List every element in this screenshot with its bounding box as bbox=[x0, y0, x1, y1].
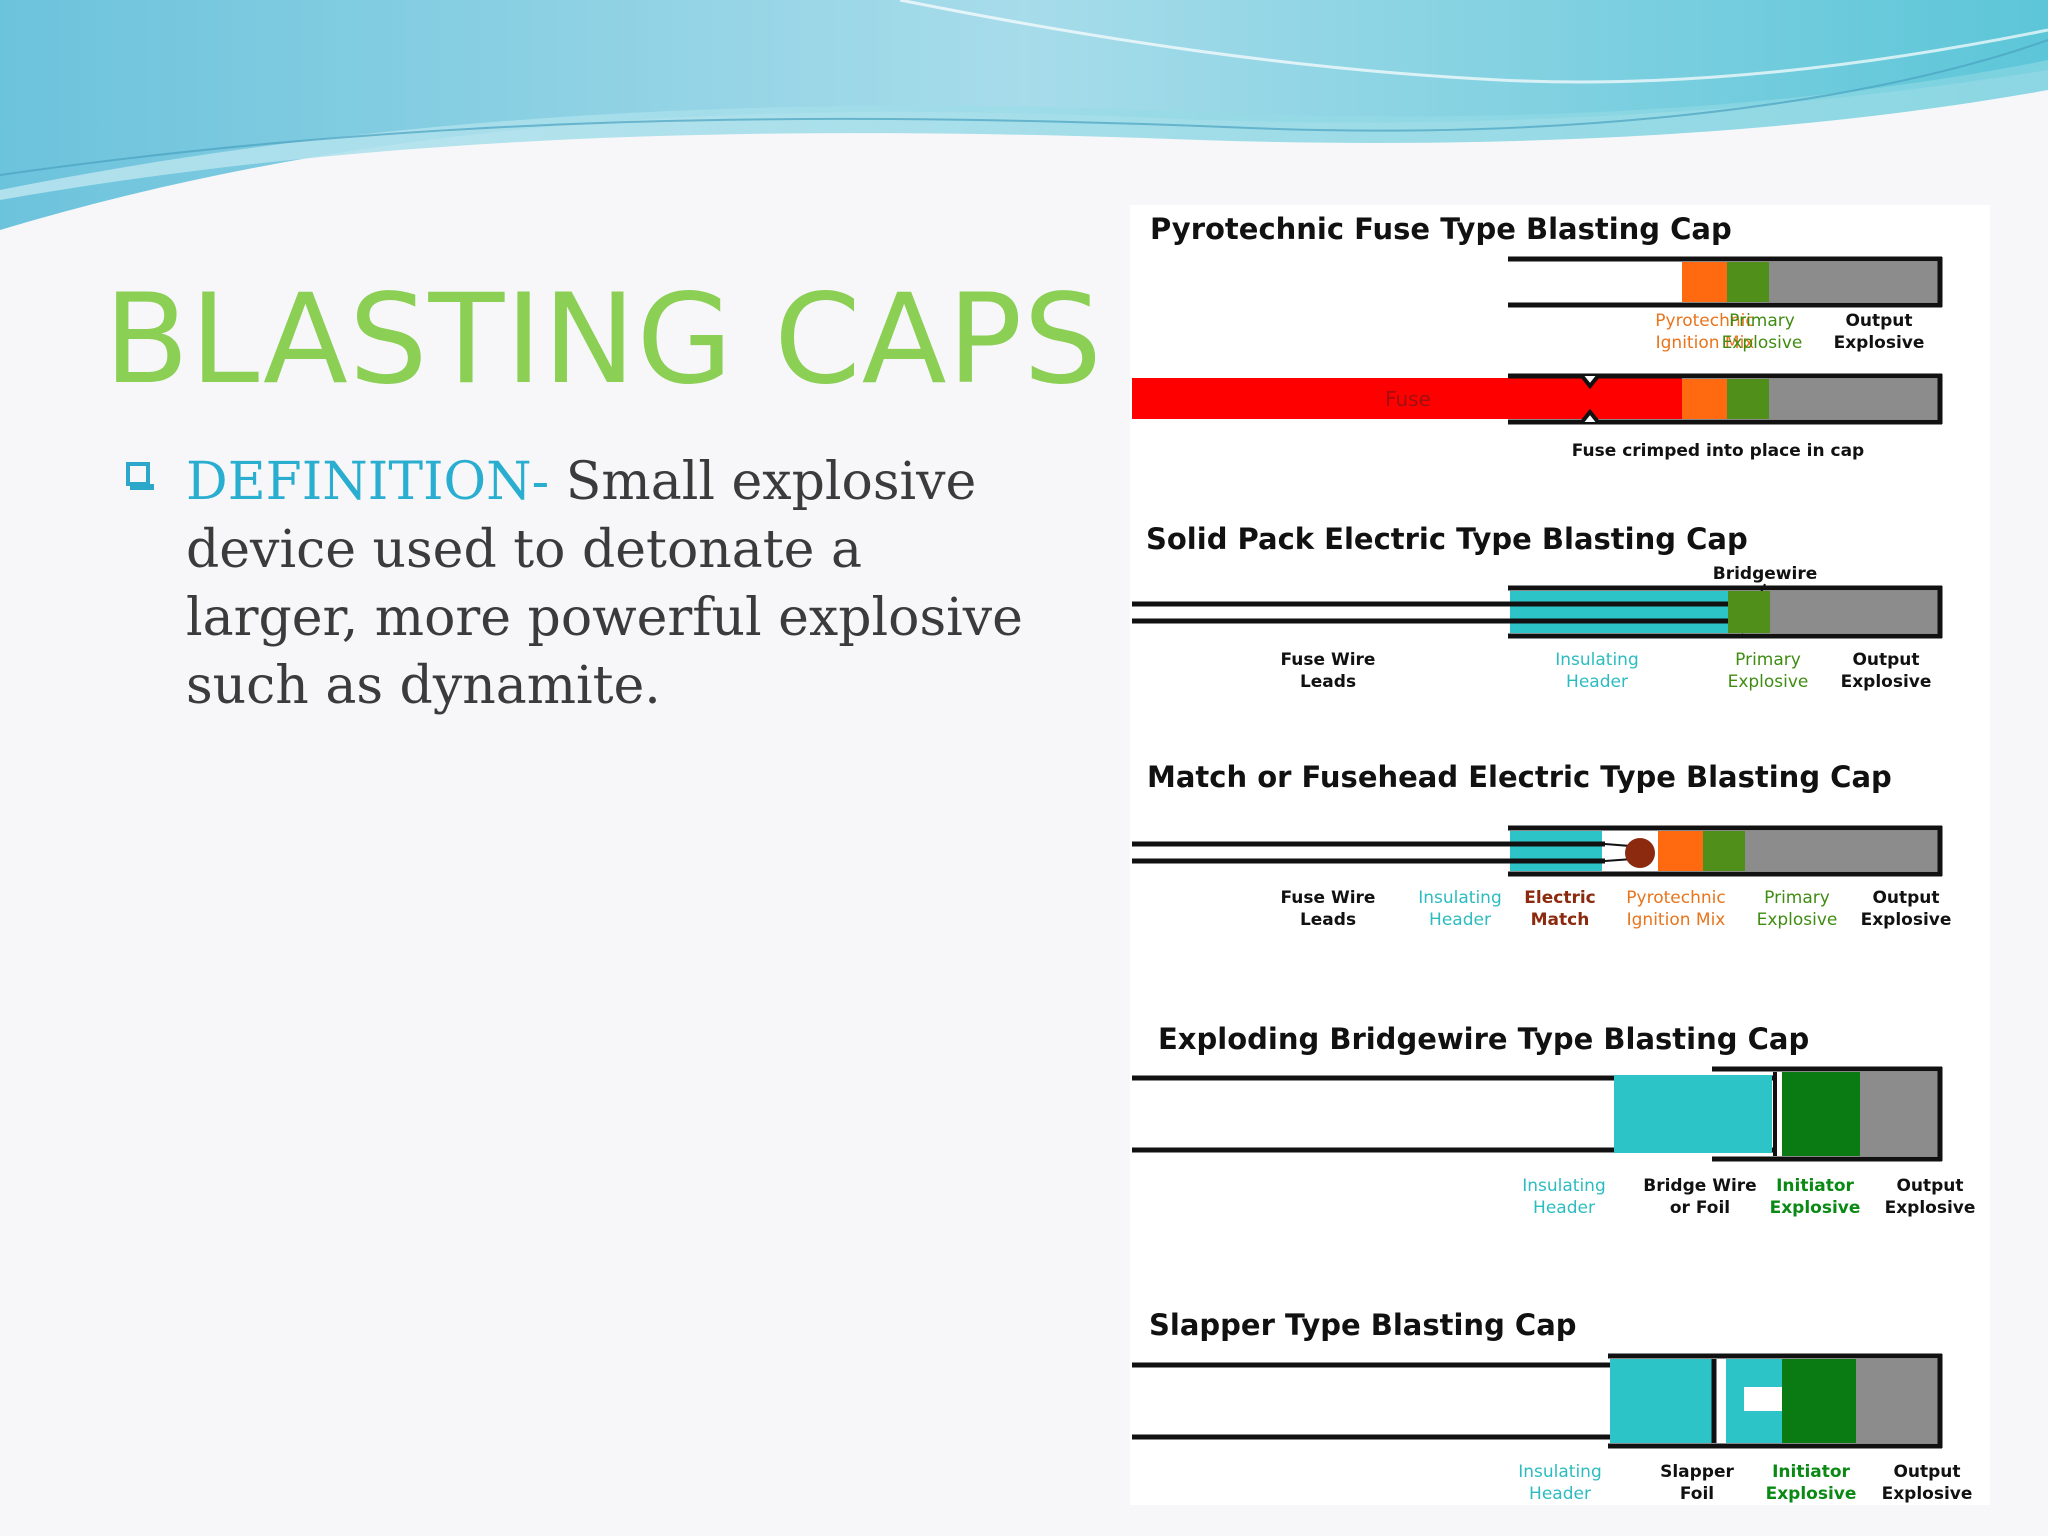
label-output-explosive: Explosive bbox=[1841, 672, 1932, 692]
pyrotechnic-cap-section: Pyrotechnic Fuse Type Blasting Cap Pyrot… bbox=[1132, 212, 1943, 461]
insulating-header-segment bbox=[1510, 591, 1728, 633]
bridgewire-label: Bridgewire bbox=[1713, 564, 1817, 584]
output-explosive-segment bbox=[1769, 262, 1940, 302]
label-pyrotechnic: Pyrotechnic bbox=[1655, 311, 1754, 331]
slide-title: BLASTING CAPS bbox=[104, 268, 1104, 412]
primary-explosive-segment bbox=[1703, 831, 1745, 871]
label-header: Header bbox=[1429, 910, 1491, 930]
label-leads: Leads bbox=[1300, 672, 1356, 692]
label-explosive: Explosive bbox=[1722, 333, 1803, 353]
pyrotechnic-mix-segment bbox=[1682, 262, 1727, 302]
output-explosive-segment bbox=[1856, 1359, 1940, 1443]
fuse-crimped-caption: Fuse crimped into place in cap bbox=[1572, 441, 1864, 461]
slapper-cap-section: Slapper Type Blasting Cap Insulating Hea… bbox=[1132, 1308, 1972, 1504]
label-slapper: Slapper bbox=[1660, 1462, 1734, 1482]
label-fuse-wire: Fuse Wire bbox=[1281, 888, 1376, 908]
label-explosive: Explosive bbox=[1770, 1198, 1861, 1218]
definition-body: Small explosive device used to detonate … bbox=[186, 452, 1023, 716]
label-header: Header bbox=[1533, 1198, 1595, 1218]
insulating-header-segment bbox=[1510, 831, 1602, 871]
label-output: Output bbox=[1852, 650, 1919, 670]
label-foil: Foil bbox=[1680, 1484, 1714, 1504]
slapper-title: Slapper Type Blasting Cap bbox=[1149, 1308, 1577, 1342]
label-output: Output bbox=[1893, 1462, 1960, 1482]
definition-term: DEFINITION- bbox=[186, 452, 550, 512]
label-electric: Electric bbox=[1524, 888, 1595, 908]
label-primary: Primary bbox=[1729, 311, 1795, 331]
ebw-cap-section: Exploding Bridgewire Type Blasting Cap I… bbox=[1132, 1022, 1975, 1218]
label-bridge-wire: Bridge Wire bbox=[1643, 1176, 1756, 1196]
electric-match-head bbox=[1625, 838, 1655, 868]
label-explosive: Explosive bbox=[1766, 1484, 1857, 1504]
initiator-explosive-segment bbox=[1782, 1359, 1856, 1443]
label-match: Match bbox=[1531, 910, 1590, 930]
label-output-explosive: Explosive bbox=[1882, 1484, 1973, 1504]
ebw-title: Exploding Bridgewire Type Blasting Cap bbox=[1158, 1022, 1809, 1056]
label-initiator: Initiator bbox=[1772, 1462, 1850, 1482]
header-wave-decoration bbox=[0, 0, 2048, 230]
label-output-explosive: Explosive bbox=[1834, 333, 1925, 353]
output-explosive-segment bbox=[1770, 591, 1940, 633]
label-initiator: Initiator bbox=[1776, 1176, 1854, 1196]
label-header: Header bbox=[1529, 1484, 1591, 1504]
label-ignition-mix: Ignition Mix bbox=[1627, 910, 1726, 930]
label-leads: Leads bbox=[1300, 910, 1356, 930]
primary-explosive-segment bbox=[1727, 262, 1769, 302]
label-insulating: Insulating bbox=[1518, 1462, 1602, 1482]
insulating-header-segment bbox=[1610, 1359, 1712, 1443]
label-explosive: Explosive bbox=[1728, 672, 1809, 692]
label-explosive: Explosive bbox=[1757, 910, 1838, 930]
label-output: Output bbox=[1896, 1176, 1963, 1196]
label-pyrotechnic: Pyrotechnic bbox=[1626, 888, 1725, 908]
label-insulating: Insulating bbox=[1418, 888, 1502, 908]
label-or-foil: or Foil bbox=[1670, 1198, 1730, 1218]
output-explosive-segment bbox=[1745, 831, 1940, 871]
primary-explosive-segment bbox=[1728, 591, 1770, 633]
pyrotechnic-title: Pyrotechnic Fuse Type Blasting Cap bbox=[1150, 212, 1732, 246]
label-insulating: Insulating bbox=[1522, 1176, 1606, 1196]
match-cap-section: Match or Fusehead Electric Type Blasting… bbox=[1132, 760, 1951, 930]
blasting-cap-diagram: Pyrotechnic Fuse Type Blasting Cap Pyrot… bbox=[1130, 205, 1990, 1505]
checkbox-bullet-icon bbox=[126, 462, 154, 490]
pyrotechnic-mix-segment bbox=[1658, 831, 1703, 871]
output-explosive-segment bbox=[1860, 1072, 1940, 1156]
label-insulating: Insulating bbox=[1555, 650, 1639, 670]
fuse-label: Fuse bbox=[1385, 387, 1431, 411]
insulating-header-segment bbox=[1614, 1075, 1772, 1153]
label-header: Header bbox=[1566, 672, 1628, 692]
solid-pack-cap-section: Solid Pack Electric Type Blasting Cap Br… bbox=[1132, 522, 1943, 692]
label-output-explosive: Explosive bbox=[1885, 1198, 1976, 1218]
definition-text: DEFINITION- Small explosive device used … bbox=[186, 448, 1026, 720]
definition-bullet: DEFINITION- Small explosive device used … bbox=[126, 448, 1026, 720]
label-ignition-mix: Ignition Mix bbox=[1656, 333, 1755, 353]
initiator-explosive-segment bbox=[1782, 1072, 1860, 1156]
label-fuse-wire: Fuse Wire bbox=[1281, 650, 1376, 670]
barrel-segment bbox=[1726, 1359, 1782, 1443]
label-output: Output bbox=[1872, 888, 1939, 908]
label-primary: Primary bbox=[1764, 888, 1830, 908]
label-primary: Primary bbox=[1735, 650, 1801, 670]
match-title: Match or Fusehead Electric Type Blasting… bbox=[1147, 760, 1892, 794]
solid-pack-title: Solid Pack Electric Type Blasting Cap bbox=[1146, 522, 1748, 556]
label-output: Output bbox=[1845, 311, 1912, 331]
label-output-explosive: Explosive bbox=[1861, 910, 1952, 930]
